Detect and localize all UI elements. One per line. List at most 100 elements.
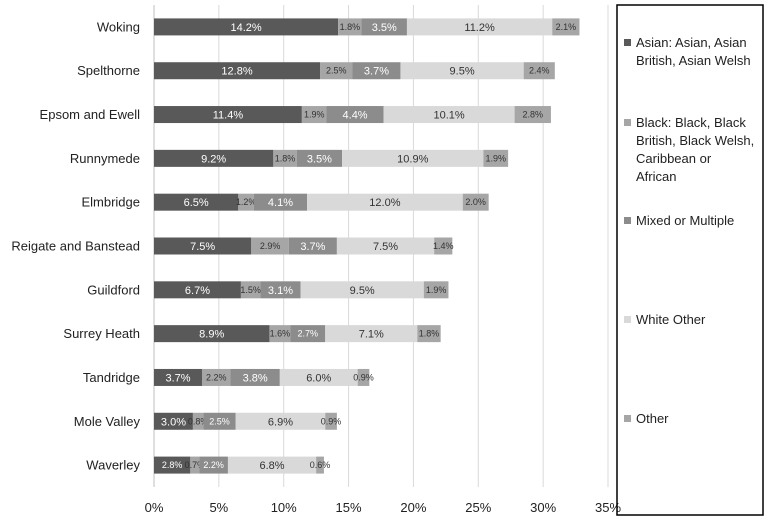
legend-swatch — [624, 217, 631, 224]
bar-segment — [316, 456, 324, 474]
bars: 14.2% 1.8% 3.5% 11.2% 2.1% 12.8% 2.5% 3.7% 9.5% 2… — [154, 18, 580, 474]
legend-swatch — [624, 39, 631, 46]
x-tick-label: 5% — [209, 500, 228, 515]
x-tick-label: 0% — [145, 500, 164, 515]
bar-segment — [260, 281, 301, 299]
bar-segment — [336, 237, 435, 255]
bar-segment — [269, 325, 291, 343]
bar-segment — [273, 149, 297, 167]
data-label: 7.5% — [190, 241, 215, 253]
data-label: 2.9% — [260, 241, 281, 251]
data-label: 3.8% — [243, 372, 268, 384]
legend-swatch — [624, 119, 631, 126]
data-label: 2.5% — [209, 416, 230, 426]
bar-segment — [462, 193, 489, 211]
data-label: 4.4% — [343, 110, 368, 122]
data-label: 1.9% — [486, 153, 507, 163]
category-labels: Woking Spelthorne Epsom and Ewell Runnymede… — [11, 19, 140, 472]
legend-label: White Other — [636, 312, 706, 327]
data-label: 3.5% — [307, 153, 332, 165]
bar-segment — [357, 368, 370, 386]
data-label: 6.0% — [306, 372, 331, 384]
bar-segment — [192, 412, 204, 430]
bar-segment — [154, 106, 302, 124]
legend-box — [616, 4, 764, 516]
x-tick-label: 35% — [595, 500, 621, 515]
data-label: 1.4% — [433, 241, 454, 251]
data-label: 0.6% — [310, 460, 331, 470]
category-label: Tandridge — [83, 370, 140, 385]
bar-segment — [383, 106, 515, 124]
bar-segment — [253, 193, 308, 211]
data-label: 2.1% — [556, 22, 577, 32]
bar-segment — [154, 368, 202, 386]
category-label: Epsom and Ewell — [40, 107, 141, 122]
category-label: Runnymede — [70, 151, 140, 166]
data-label: 4.1% — [268, 197, 293, 209]
data-label: 1.9% — [426, 285, 447, 295]
data-label: 7.5% — [373, 241, 398, 253]
bar-segment — [154, 18, 339, 36]
data-label: 12.0% — [369, 197, 400, 209]
data-label: 1.9% — [304, 110, 325, 120]
bar-segment — [361, 18, 407, 36]
data-label: 3.7% — [300, 241, 325, 253]
legend-label: British, Asian Welsh — [636, 53, 751, 68]
data-label: 1.8% — [275, 153, 296, 163]
legend: Asian: Asian, Asian British, Asian Welsh B… — [616, 4, 764, 516]
legend-label: Mixed or Multiple — [636, 213, 734, 228]
data-label: 1.5% — [240, 285, 261, 295]
bar-segment — [240, 281, 261, 299]
bar-segment — [307, 193, 463, 211]
data-label: 11.2% — [464, 22, 495, 34]
bar-segment — [434, 237, 453, 255]
data-label: 2.4% — [529, 66, 550, 76]
legend-swatch — [624, 316, 631, 323]
bar-segment — [288, 237, 337, 255]
data-label: 2.8% — [523, 110, 544, 120]
category-label: Guildford — [87, 282, 140, 297]
category-label: Woking — [97, 19, 140, 34]
data-label: 2.0% — [465, 197, 486, 207]
bar-segment — [514, 106, 551, 124]
data-label: 9.5% — [450, 66, 475, 78]
data-label: 0.9% — [321, 416, 342, 426]
category-label: Surrey Heath — [63, 326, 140, 341]
bar-segment — [190, 456, 200, 474]
data-label: 2.5% — [326, 66, 347, 76]
bar-segment — [201, 368, 231, 386]
bar-segment — [279, 368, 358, 386]
data-label: 6.9% — [268, 416, 293, 428]
bar-segment — [235, 412, 326, 430]
bar-segment — [251, 237, 289, 255]
data-label: 2.2% — [203, 460, 224, 470]
data-label: 1.2% — [236, 197, 257, 207]
data-label: 10.1% — [433, 110, 464, 122]
bar-segment — [154, 456, 191, 474]
bar-segment — [325, 412, 337, 430]
category-label: Waverley — [86, 458, 140, 473]
x-tick-label: 15% — [336, 500, 362, 515]
bar-segment — [199, 456, 228, 474]
legend-label: British, Black Welsh, — [636, 133, 754, 148]
data-label: 11.4% — [213, 110, 244, 122]
x-axis-ticks: 0% 5% 10% 15% 20% 25% 30% 35% — [145, 500, 622, 515]
bar-segment — [300, 281, 424, 299]
data-label: 8.9% — [199, 329, 224, 341]
data-label: 6.5% — [184, 197, 209, 209]
data-label: 14.2% — [230, 22, 261, 34]
data-label: 1.6% — [270, 329, 291, 339]
bar-segment — [320, 62, 353, 80]
data-label: 3.0% — [161, 416, 186, 428]
bar-segment — [417, 325, 441, 343]
bar-segment — [338, 18, 362, 36]
data-label: 7.1% — [359, 329, 384, 341]
bar-segment — [227, 456, 317, 474]
data-label: 6.7% — [185, 285, 210, 297]
bar-segment — [154, 237, 252, 255]
data-label: 3.7% — [165, 372, 190, 384]
data-label: 0.8% — [188, 416, 209, 426]
bar-segment — [483, 149, 509, 167]
